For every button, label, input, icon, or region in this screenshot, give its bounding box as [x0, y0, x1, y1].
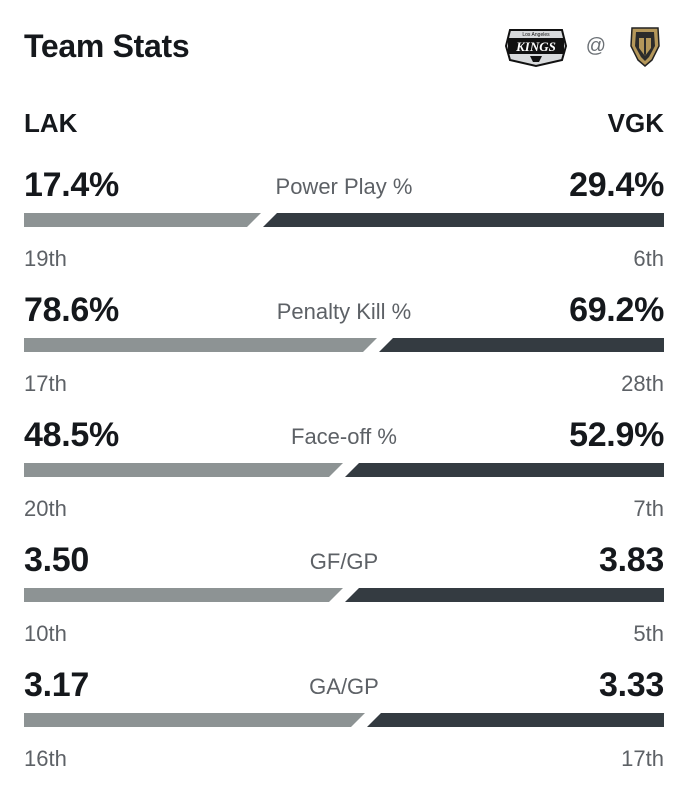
- away-bar: [24, 588, 343, 602]
- comparison-bar: [24, 588, 664, 602]
- home-stat-value: 29.4%: [569, 166, 664, 204]
- kings-logo-icon[interactable]: Los Angeles KINGS: [504, 24, 568, 68]
- home-stat-value: 52.9%: [569, 416, 664, 454]
- comparison-bar: [24, 463, 664, 477]
- stat-penalty-kill: 78.6% Penalty Kill % 69.2% 17th 28th: [24, 291, 664, 401]
- away-bar: [24, 338, 377, 352]
- away-rank: 20th: [24, 496, 67, 521]
- golden-knights-logo-icon[interactable]: [628, 24, 662, 68]
- away-stat-value: 3.50: [24, 541, 89, 579]
- away-bar: [24, 463, 343, 477]
- home-rank: 6th: [633, 246, 664, 271]
- comparison-bar: [24, 713, 664, 727]
- home-bar: [263, 213, 664, 227]
- stat-label: GA/GP: [309, 674, 379, 699]
- at-symbol: @: [585, 34, 606, 57]
- svg-text:KINGS: KINGS: [515, 39, 556, 54]
- home-rank: 28th: [621, 371, 664, 396]
- home-rank: 7th: [633, 496, 664, 521]
- header: Team Stats Los Angeles KINGS @: [24, 24, 664, 72]
- stat-label: GF/GP: [309, 549, 379, 574]
- away-rank: 19th: [24, 246, 67, 271]
- matchup-logos: Los Angeles KINGS @: [504, 24, 664, 68]
- stat-power-play: 17.4% Power Play % 29.4% 19th 6th: [24, 166, 664, 276]
- away-bar: [24, 713, 365, 727]
- away-stat-value: 3.17: [24, 666, 89, 704]
- away-rank: 17th: [24, 371, 67, 396]
- away-stat-value: 48.5%: [24, 416, 119, 454]
- home-rank: 17th: [621, 746, 664, 771]
- stat-label: Penalty Kill %: [276, 299, 412, 324]
- team-abbreviations: LAK VGK: [24, 108, 664, 138]
- away-stat-value: 78.6%: [24, 291, 119, 329]
- home-stat-value: 69.2%: [569, 291, 664, 329]
- svg-text:Los Angeles: Los Angeles: [522, 32, 550, 38]
- stat-label: Face-off %: [291, 424, 397, 449]
- stat-label: Power Play %: [275, 174, 413, 199]
- away-bar: [24, 213, 261, 227]
- comparison-bar: [24, 338, 664, 352]
- page-title: Team Stats: [24, 28, 190, 64]
- away-rank: 10th: [24, 621, 67, 646]
- away-rank: 16th: [24, 746, 67, 771]
- stat-ga-gp: 3.17 GA/GP 3.33 16th 17th: [24, 666, 664, 776]
- home-bar: [345, 588, 664, 602]
- stat-face-off: 48.5% Face-off % 52.9% 20th 7th: [24, 416, 664, 526]
- home-rank: 5th: [633, 621, 664, 646]
- home-bar: [345, 463, 664, 477]
- home-stat-value: 3.83: [599, 541, 664, 579]
- away-stat-value: 17.4%: [24, 166, 119, 204]
- home-bar: [367, 713, 664, 727]
- comparison-bar: [24, 213, 664, 227]
- home-bar: [379, 338, 664, 352]
- home-team-abbr: VGK: [607, 108, 664, 138]
- stat-gf-gp: 3.50 GF/GP 3.83 10th 5th: [24, 541, 664, 651]
- home-stat-value: 3.33: [599, 666, 664, 704]
- away-team-abbr: LAK: [24, 108, 78, 138]
